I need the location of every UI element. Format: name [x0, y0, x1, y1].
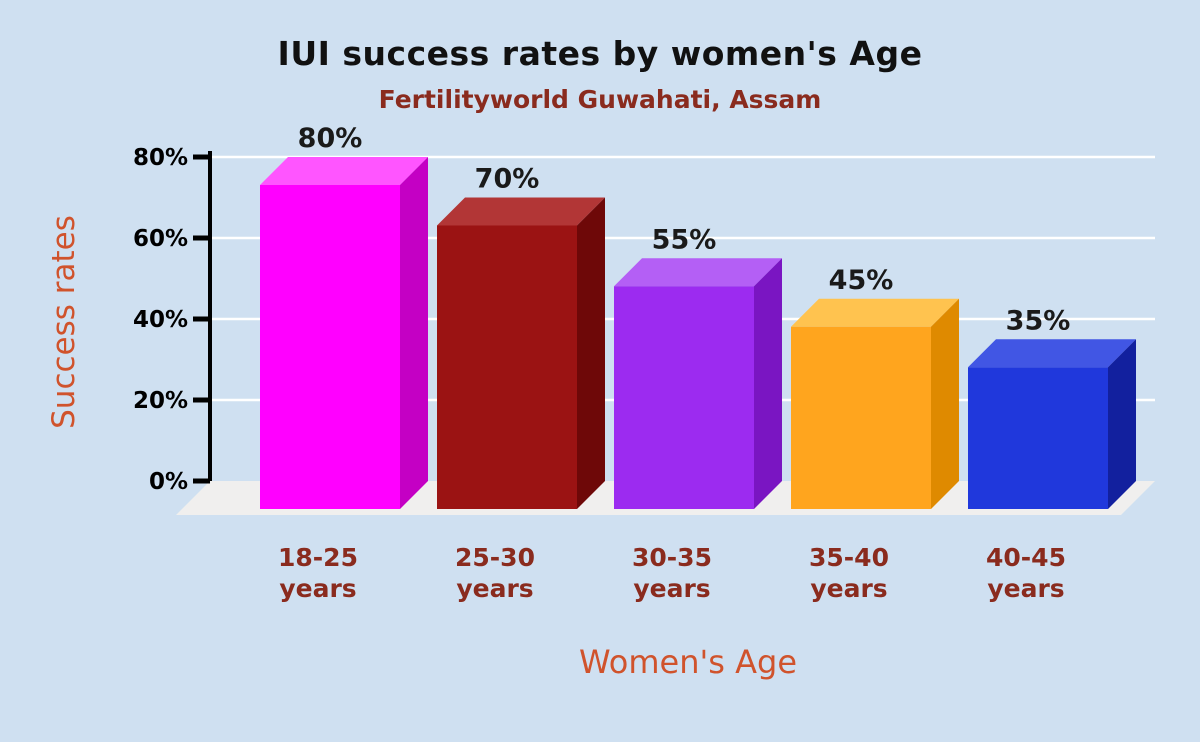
y-tick-label: 60% [133, 226, 188, 252]
category-label-line1: 25-30 [455, 543, 535, 572]
bar-side-face [1108, 339, 1136, 509]
bar-side-face [754, 258, 782, 509]
bar-side-face [931, 298, 959, 509]
bar-front-face [260, 185, 400, 509]
category-label-line1: 35-40 [809, 543, 889, 572]
bar-top-face [437, 197, 605, 226]
y-tick-label: 20% [133, 388, 188, 414]
bar-value-label: 80% [298, 123, 363, 154]
y-tick-label: 0% [149, 469, 188, 495]
bar-value-label: 45% [829, 265, 894, 296]
category-label-line1: 18-25 [278, 543, 358, 572]
category-label-line2: years [279, 574, 356, 603]
bar-front-face [791, 326, 931, 509]
category-label-line2: years [987, 574, 1064, 603]
bar-top-face [260, 157, 428, 185]
y-tick-label: 80% [133, 145, 188, 171]
x-axis-title: Women's Age [578, 643, 798, 681]
bar-side-face [400, 157, 428, 509]
bar-value-label: 55% [652, 224, 717, 255]
category-label-line1: 40-45 [986, 543, 1066, 572]
bar-top-face [614, 258, 782, 287]
category-label-line2: years [633, 574, 710, 603]
chart-subtitle: Fertilityworld Guwahati, Assam [378, 85, 822, 114]
bar-front-face [968, 367, 1108, 509]
chart-title: IUI success rates by women's Age [277, 34, 923, 73]
category-label-line2: years [456, 574, 533, 603]
bar-front-face [437, 225, 577, 509]
category-label-line1: 30-35 [632, 543, 712, 572]
y-tick-label: 40% [133, 307, 188, 333]
bar-value-label: 35% [1006, 305, 1071, 336]
bar-top-face [791, 298, 959, 327]
bar-side-face [577, 197, 605, 509]
bar-top-face [968, 339, 1136, 368]
bar-value-label: 70% [475, 164, 540, 195]
bar-front-face [614, 286, 754, 509]
category-label-line2: years [810, 574, 887, 603]
